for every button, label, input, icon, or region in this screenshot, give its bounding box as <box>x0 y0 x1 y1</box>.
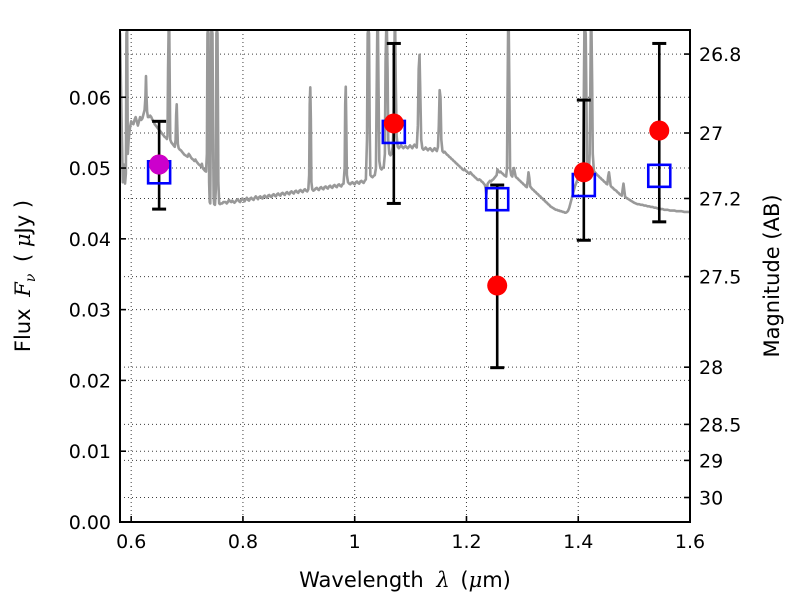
model-photometry-square <box>646 163 672 189</box>
y2-axis-ticks <box>684 53 690 499</box>
x-axis-ticks <box>130 516 691 522</box>
y-tick-label: 0.00 <box>69 512 111 534</box>
y2-tick-label: 30 <box>699 488 723 510</box>
y-tick-label: 0.05 <box>69 158 111 180</box>
x-axis-title: Wavelength λ (μm) <box>299 568 511 592</box>
y-axis-ticks <box>120 96 126 523</box>
y2-axis-tick-labels: 26.8 27 27.2 27.5 28 28.5 29 30 <box>699 44 741 509</box>
y2-tick-label: 28.5 <box>699 414 741 436</box>
observed-photometry-circle <box>649 120 670 141</box>
y2-tick-label: 29 <box>699 450 723 472</box>
x-tick-label: 1.4 <box>563 531 593 553</box>
y2-tick-label: 26.8 <box>699 44 741 66</box>
observed-photometry-circle <box>573 162 594 183</box>
model-spectrum-curve <box>120 30 690 214</box>
y2-tick-label: 27 <box>699 123 723 145</box>
y-axis-tick-labels: 0.00 0.01 0.02 0.03 0.04 0.05 0.06 <box>69 87 111 534</box>
overlay-photometry-circle <box>149 154 170 175</box>
overlay-photometry-markers <box>149 154 170 175</box>
y-tick-label: 0.04 <box>69 229 111 251</box>
y2-tick-label: 28 <box>699 357 723 379</box>
x-tick-label: 0.8 <box>228 531 258 553</box>
x-tick-label: 1.6 <box>675 531 705 553</box>
model-photometry-square <box>484 186 510 212</box>
y-tick-label: 0.03 <box>69 300 111 322</box>
x-tick-label: 1 <box>349 531 361 553</box>
x-tick-label: 0.6 <box>116 531 146 553</box>
y-tick-label: 0.01 <box>69 441 111 463</box>
observed-photometry-circle <box>487 275 508 296</box>
y2-tick-label: 27.2 <box>699 188 741 210</box>
y2-tick-label: 27.5 <box>699 267 741 289</box>
x-tick-label: 1.2 <box>451 531 481 553</box>
observed-photometry-circle <box>383 113 404 134</box>
y-tick-label: 0.06 <box>69 87 111 109</box>
y-axis-title: Flux Fν ( μJy ) <box>11 200 39 352</box>
y-tick-label: 0.02 <box>69 370 111 392</box>
y2-axis-title: Magnitude (AB) <box>760 194 784 357</box>
x-axis-tick-labels: 0.6 0.8 1 1.2 1.4 1.6 <box>116 531 705 553</box>
